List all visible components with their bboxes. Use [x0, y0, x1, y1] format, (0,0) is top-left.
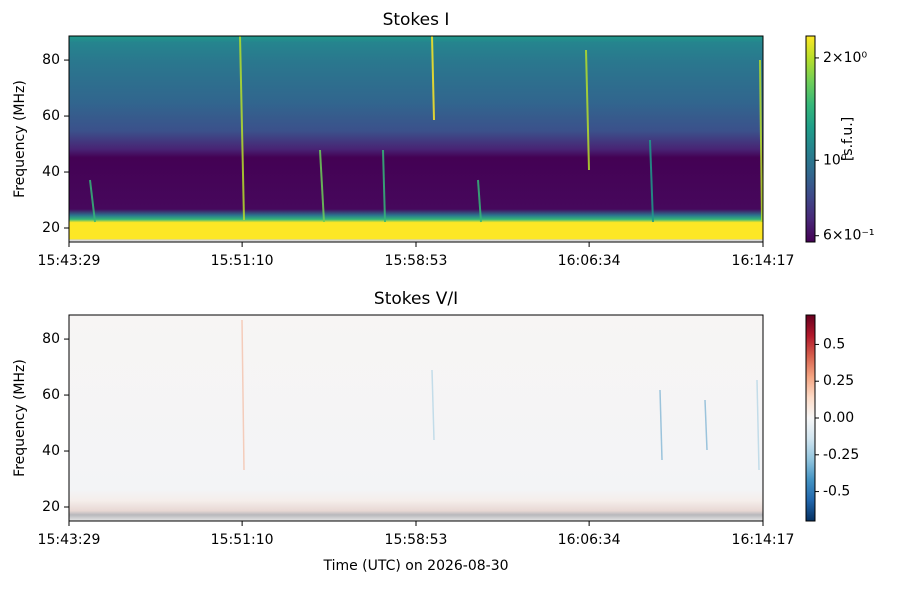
colorbar-tick-label: -0.25 — [823, 447, 859, 463]
x-tick-label: 15:58:53 — [385, 253, 448, 269]
stokes-i-image — [69, 36, 763, 242]
x-tick-label: 15:43:29 — [38, 532, 101, 548]
colorbar-tick-label: 0.00 — [823, 410, 854, 426]
colorbar-tick-label: 6×10⁻¹ — [823, 228, 874, 244]
burst-streaks — [89, 35, 763, 223]
colorbar-tick-label: 0.5 — [823, 336, 845, 352]
chart-title: Stokes V/I — [374, 289, 458, 309]
x-tick-label: 16:14:17 — [732, 532, 795, 548]
colorbar — [805, 314, 816, 522]
x-tick-label: 15:43:29 — [38, 253, 101, 269]
y-axis-label: Frequency (MHz) — [12, 80, 28, 198]
x-tick-label: 15:51:10 — [211, 253, 274, 269]
y-tick-label: 40 — [42, 164, 60, 180]
colorbar-tick-label: -0.5 — [823, 484, 850, 500]
x-axis-label: Time (UTC) on 2026-08-30 — [322, 558, 508, 574]
y-tick-label: 40 — [42, 443, 60, 459]
x-tick-label: 15:58:53 — [385, 532, 448, 548]
x-tick-label: 16:06:34 — [558, 532, 621, 548]
chart-title: Stokes I — [383, 10, 450, 30]
x-tick-label: 16:14:17 — [732, 253, 795, 269]
colorbar-tick-label: 2×10⁰ — [823, 50, 867, 66]
y-tick-label: 80 — [42, 331, 60, 347]
x-tick-label: 16:06:34 — [558, 253, 621, 269]
polarization-streaks — [241, 319, 760, 471]
colorbar-label: [s.f.u.] — [840, 117, 856, 161]
y-axis-label: Frequency (MHz) — [12, 359, 28, 477]
y-tick-label: 20 — [42, 220, 60, 236]
colorbar-tick-label: 0.25 — [823, 373, 854, 389]
y-tick-label: 20 — [42, 499, 60, 515]
y-tick-label: 60 — [42, 108, 60, 124]
stokes-vi-image — [69, 315, 763, 521]
colorbar — [805, 35, 816, 243]
y-tick-label: 60 — [42, 387, 60, 403]
y-tick-label: 80 — [42, 52, 60, 68]
x-tick-label: 15:51:10 — [211, 532, 274, 548]
colorbar-tick-label: 10⁰ — [823, 152, 847, 168]
spectrum-image — [69, 35, 763, 521]
